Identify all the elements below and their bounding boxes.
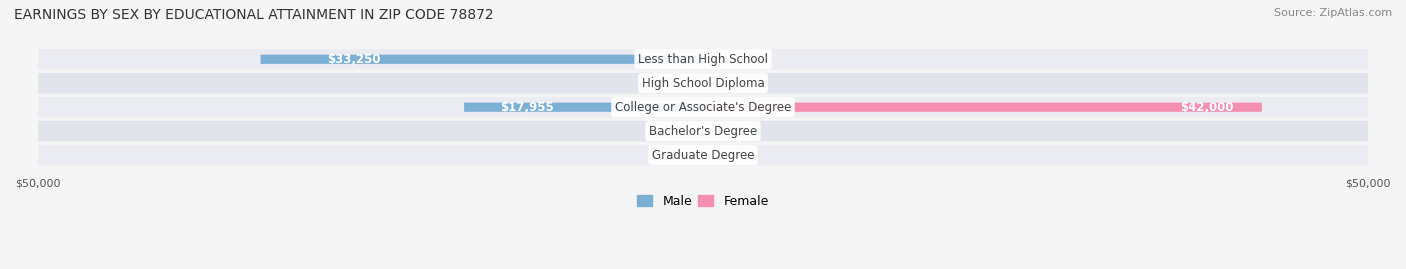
- Text: $0: $0: [730, 125, 745, 138]
- Text: $33,250: $33,250: [328, 53, 381, 66]
- Text: Less than High School: Less than High School: [638, 53, 768, 66]
- Text: Bachelor's Degree: Bachelor's Degree: [650, 125, 756, 138]
- Text: $0: $0: [661, 77, 676, 90]
- FancyBboxPatch shape: [38, 121, 1368, 141]
- FancyBboxPatch shape: [260, 55, 703, 64]
- Text: $42,000: $42,000: [1181, 101, 1234, 114]
- Legend: Male, Female: Male, Female: [633, 190, 773, 213]
- Text: $0: $0: [730, 53, 745, 66]
- Text: EARNINGS BY SEX BY EDUCATIONAL ATTAINMENT IN ZIP CODE 78872: EARNINGS BY SEX BY EDUCATIONAL ATTAINMEN…: [14, 8, 494, 22]
- FancyBboxPatch shape: [38, 145, 1368, 165]
- Text: $0: $0: [661, 149, 676, 162]
- FancyBboxPatch shape: [38, 97, 1368, 118]
- Text: High School Diploma: High School Diploma: [641, 77, 765, 90]
- Text: $0: $0: [730, 77, 745, 90]
- Text: $0: $0: [661, 125, 676, 138]
- FancyBboxPatch shape: [38, 73, 1368, 94]
- FancyBboxPatch shape: [703, 102, 1261, 112]
- Text: Graduate Degree: Graduate Degree: [652, 149, 754, 162]
- Text: Source: ZipAtlas.com: Source: ZipAtlas.com: [1274, 8, 1392, 18]
- FancyBboxPatch shape: [38, 49, 1368, 70]
- Text: $0: $0: [730, 149, 745, 162]
- Text: $17,955: $17,955: [501, 101, 554, 114]
- Text: College or Associate's Degree: College or Associate's Degree: [614, 101, 792, 114]
- FancyBboxPatch shape: [464, 102, 703, 112]
